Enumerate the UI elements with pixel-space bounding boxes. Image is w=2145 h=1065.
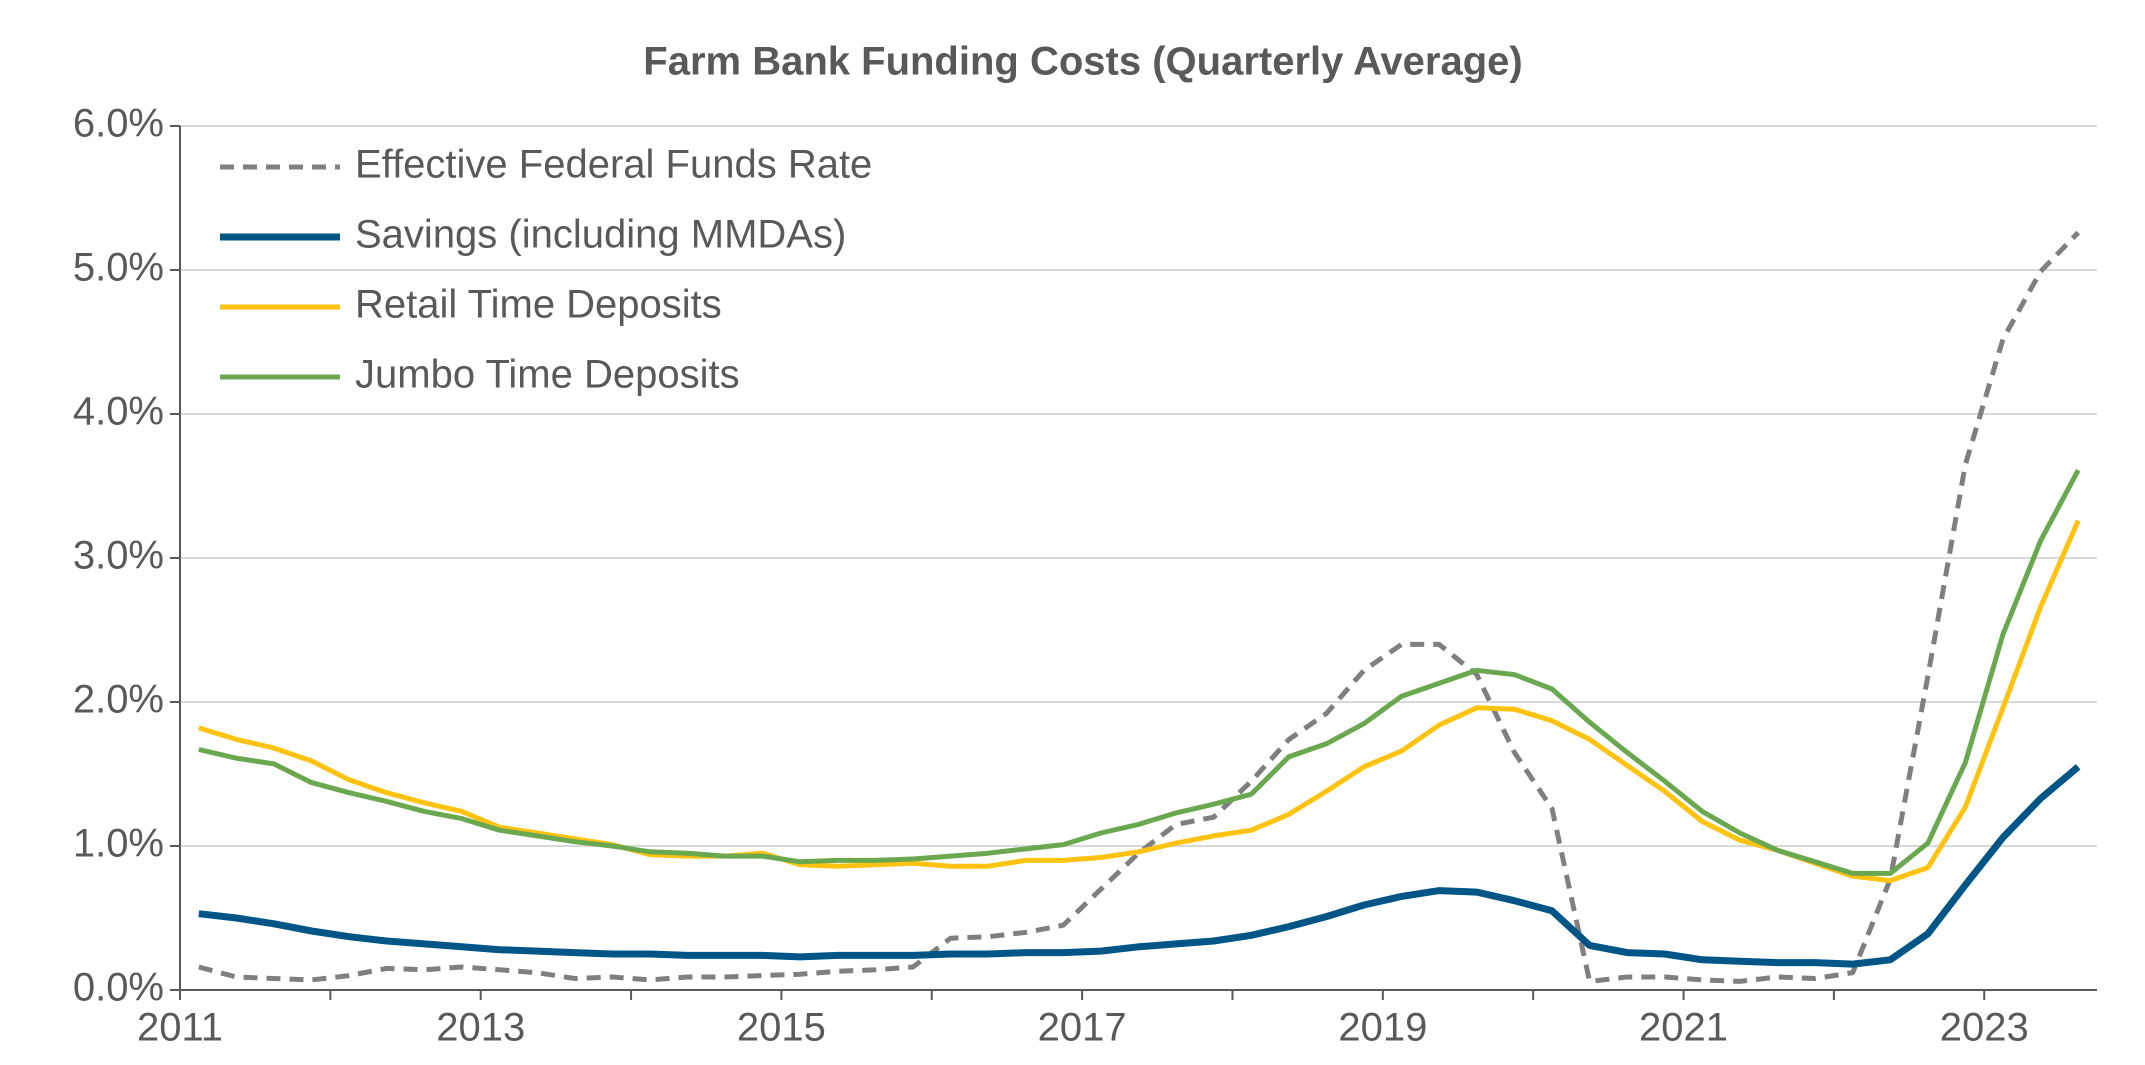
x-tick-label: 2015 — [737, 1006, 826, 1050]
y-tick-label: 0.0% — [73, 966, 164, 1010]
x-tick-label: 2013 — [436, 1006, 525, 1050]
y-tick-label: 3.0% — [73, 534, 164, 578]
legend-label: Effective Federal Funds Rate — [355, 143, 872, 187]
y-tick-label: 4.0% — [73, 390, 164, 434]
x-tick-label: 2011 — [137, 1006, 223, 1050]
y-tick-label: 5.0% — [73, 246, 164, 290]
legend-label: Jumbo Time Deposits — [355, 353, 740, 397]
series-line — [198, 469, 2081, 876]
x-tick-label: 2017 — [1038, 1006, 1127, 1050]
x-tick-label: 2019 — [1338, 1006, 1427, 1050]
y-tick-label: 6.0% — [73, 102, 164, 146]
series-line — [198, 230, 2080, 984]
legend-label: Retail Time Deposits — [355, 283, 722, 327]
x-tick-label: 2023 — [1940, 1006, 2029, 1050]
y-tick-label: 2.0% — [73, 678, 164, 722]
chart-title: Farm Bank Funding Costs (Quarterly Avera… — [643, 40, 1522, 84]
y-tick-label: 1.0% — [73, 822, 164, 866]
x-tick-label: 2021 — [1639, 1006, 1728, 1050]
legend-label: Savings (including MMDAs) — [355, 213, 846, 257]
series-line — [198, 764, 2081, 968]
